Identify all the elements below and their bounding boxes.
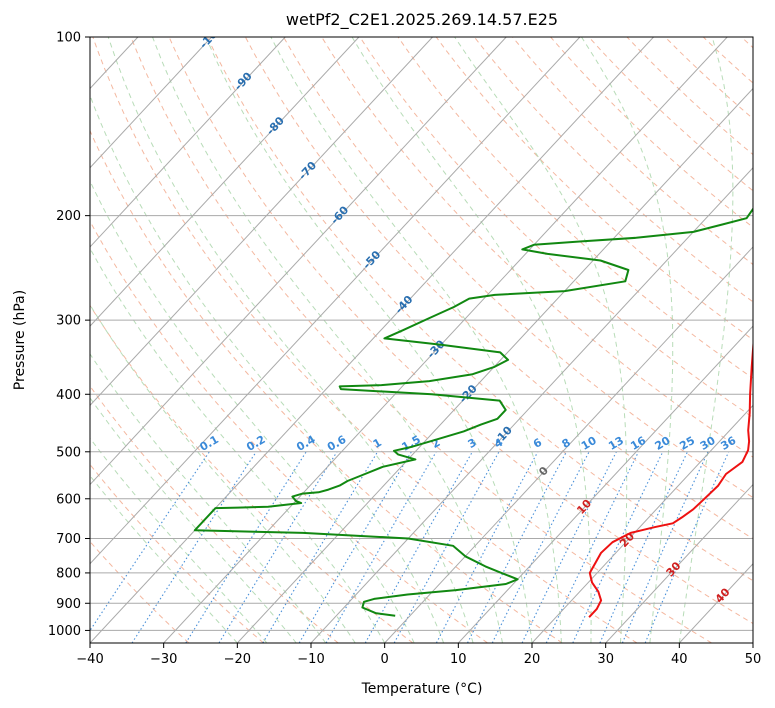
isotherm [384, 246, 753, 643]
dry-adiabat [626, 37, 753, 156]
isotherm [90, 37, 212, 169]
mixing-ratio-line [218, 451, 338, 643]
moist-adiabat [90, 247, 386, 643]
moist-adiabat [90, 397, 297, 643]
y-tick-label: 500 [56, 445, 81, 460]
mixing-ratio-line [521, 451, 617, 643]
x-tick-label: 50 [745, 652, 762, 667]
moist-adiabat [90, 303, 356, 643]
moist-adiabat [152, 37, 503, 643]
background-lines [90, 37, 753, 643]
mixing-ratio-line [572, 451, 664, 643]
y-tick-label: 600 [56, 492, 81, 507]
y-axis-label: Pressure (hPa) [12, 290, 28, 390]
moist-adiabat [205, 37, 533, 643]
moist-adiabat [270, 37, 562, 643]
mixing-ratio-line [298, 451, 412, 643]
isotherm [90, 37, 654, 643]
dry-adiabat [90, 463, 264, 643]
mixing-ratio-line [599, 451, 688, 643]
moist-adiabat [678, 37, 734, 643]
isotherm [90, 37, 360, 327]
x-tick-label: 30 [597, 652, 614, 667]
dry-adiabat [206, 37, 753, 582]
mixing-ratio-line [435, 451, 539, 643]
dry-adiabat [359, 37, 753, 419]
temperature-line [588, 336, 753, 618]
y-tick-label: 200 [56, 209, 81, 224]
y-tick-label: 900 [56, 597, 81, 612]
mixing-ratio-line [364, 451, 473, 643]
isotherm [310, 166, 753, 643]
y-tick-label: 800 [56, 566, 81, 581]
moist-adiabat [90, 437, 268, 643]
moist-adiabat [90, 179, 415, 643]
moist-adiabat [454, 37, 628, 643]
dry-adiabat [130, 37, 712, 643]
y-tick-label: 400 [56, 388, 81, 403]
dry-adiabat [168, 37, 753, 625]
x-tick-label: −40 [76, 652, 103, 667]
dry-adiabat [92, 37, 638, 643]
mixing-ratio-line [325, 451, 437, 643]
x-tick-label: 20 [524, 652, 541, 667]
y-axis: 100 200 300 400 500 600 700 800 900 1000 [48, 31, 90, 639]
dry-adiabat [90, 129, 563, 643]
chart-title: wetPf2_C2E1.2025.269.14.57.E25 [286, 10, 558, 30]
x-axis-label: Temperature (°C) [361, 681, 483, 697]
x-tick-label: −10 [297, 652, 324, 667]
moist-adiabat [90, 93, 445, 643]
mixing-ratio-line [393, 451, 500, 643]
x-tick-label: −30 [150, 652, 177, 667]
y-tick-label: 300 [56, 314, 81, 329]
mixing-ratio-line [621, 451, 709, 643]
isotherm [90, 37, 286, 248]
y-tick-label: 100 [56, 31, 81, 46]
plot-frame [89, 36, 754, 644]
moist-adiabat [90, 474, 238, 643]
y-tick-label: 1000 [48, 624, 81, 639]
isotherm [457, 325, 753, 643]
mixing-ratio-line [185, 451, 307, 643]
isotherm [90, 37, 507, 486]
moist-adiabat [107, 37, 474, 643]
y-tick-label: 700 [56, 532, 81, 547]
dry-adiabat [283, 37, 753, 499]
dry-adiabat [397, 37, 753, 379]
dry-adiabat [244, 37, 753, 540]
x-tick-label: 40 [671, 652, 688, 667]
x-tick-label: 10 [450, 652, 467, 667]
mixing-ratio-line [262, 451, 379, 643]
profiles [193, 207, 753, 618]
x-tick-label: −20 [224, 652, 251, 667]
moist-adiabat [351, 37, 592, 643]
moist-adiabat [581, 37, 674, 643]
isotherm [236, 87, 753, 643]
dewpoint-line [193, 207, 753, 617]
isotherm [605, 483, 753, 643]
isotherm [90, 37, 433, 407]
x-tick-label: 0 [381, 652, 389, 667]
x-axis: −40 −30 −20 −10 0 10 20 30 40 50 [76, 643, 761, 667]
mixing-ratio-line [545, 451, 639, 643]
isotherm [163, 37, 728, 643]
isotherm [90, 37, 581, 565]
isotherm [531, 404, 753, 643]
